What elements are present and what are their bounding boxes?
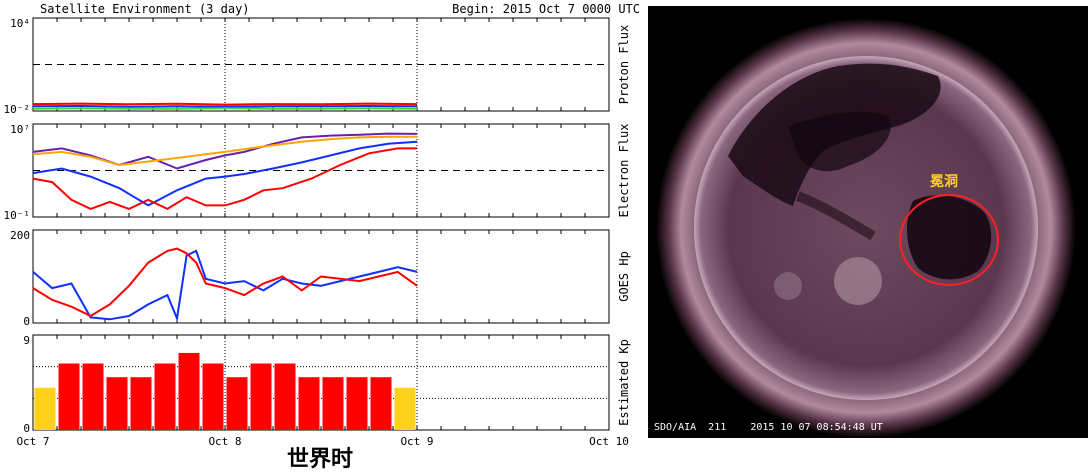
kp-bar <box>370 377 392 430</box>
y-axis-label: Electron Flux <box>617 124 631 218</box>
sun-canvas: 冕洞 SDO/AIA 211 2015 10 07 08:54:48 UT <box>654 18 1076 438</box>
y-tick-label-bottom: 0 <box>23 422 30 435</box>
kp-bar <box>250 363 272 430</box>
y-axis-label: GOES Hp <box>617 251 631 302</box>
x-tick-label: Oct 9 <box>400 435 433 448</box>
panel-goes-hp: 200 0 GOES Hp <box>10 229 631 328</box>
panel-kp: 9 0 Estimated Kp <box>23 334 631 435</box>
y-tick-label-top: 200 <box>10 229 30 242</box>
x-tick-label: Oct 7 <box>16 435 49 448</box>
plot-begin-date: Begin: 2015 Oct 7 0000 UTC <box>452 2 640 16</box>
y-tick-label-bottom: 0 <box>23 315 30 328</box>
series-line-blue <box>32 104 418 108</box>
coronal-hole <box>906 195 992 280</box>
series-line-red <box>32 147 417 211</box>
series-line-blue <box>32 249 418 323</box>
coronal-hole-circle <box>899 194 999 286</box>
x-axis-caption: 世界时 <box>287 446 353 472</box>
kp-bar <box>274 363 296 430</box>
kp-bar <box>346 377 368 430</box>
bright-region-small <box>774 272 802 300</box>
series-line-red <box>32 247 418 318</box>
kp-bar <box>226 377 248 430</box>
panel-electron: 10⁷ 10⁻¹ Electron Flux <box>4 123 632 222</box>
kp-bar <box>202 363 224 430</box>
y-axis-label: Estimated Kp <box>617 339 631 426</box>
panel-proton: 10⁴ 10⁻² Proton Flux <box>4 17 632 116</box>
y-axis-label: Proton Flux <box>617 25 631 104</box>
kp-bar <box>82 363 104 430</box>
plot-title: Satellite Environment (3 day) <box>40 2 250 16</box>
sun-image: 冕洞 SDO/AIA 211 2015 10 07 08:54:48 UT <box>648 6 1088 438</box>
kp-bar <box>178 352 200 430</box>
kp-bar <box>394 387 416 430</box>
y-tick-label-bottom: 10⁻¹ <box>4 209 31 222</box>
coronal-hole-label: 冕洞 <box>930 174 958 190</box>
series-line-red <box>32 102 418 106</box>
plot-canvas: Satellite Environment (3 day) Begin: 201… <box>4 2 641 472</box>
bright-region <box>834 257 882 305</box>
kp-bar <box>106 377 128 430</box>
x-tick-label: Oct 8 <box>208 435 241 448</box>
kp-bar <box>34 387 56 430</box>
satellite-environment-plot: Satellite Environment (3 day) Begin: 201… <box>4 2 641 472</box>
x-tick-label: Oct 10 <box>589 435 629 448</box>
series-line-orange <box>32 135 417 167</box>
north-coronal-hole-inner <box>788 111 891 172</box>
kp-bar <box>58 363 80 430</box>
kp-bar <box>130 377 152 430</box>
dark-filament <box>796 191 876 241</box>
kp-bar <box>154 363 176 430</box>
kp-bar <box>322 377 344 430</box>
y-tick-label-bottom: 10⁻² <box>4 103 31 116</box>
kp-bar <box>298 377 320 430</box>
sun-image-caption: SDO/AIA 211 2015 10 07 08:54:48 UT <box>654 422 883 433</box>
y-tick-label-top: 9 <box>23 334 30 347</box>
y-tick-label-top: 10⁷ <box>10 123 30 136</box>
y-tick-label-top: 10⁴ <box>10 17 30 30</box>
series-line-blue <box>32 140 418 207</box>
